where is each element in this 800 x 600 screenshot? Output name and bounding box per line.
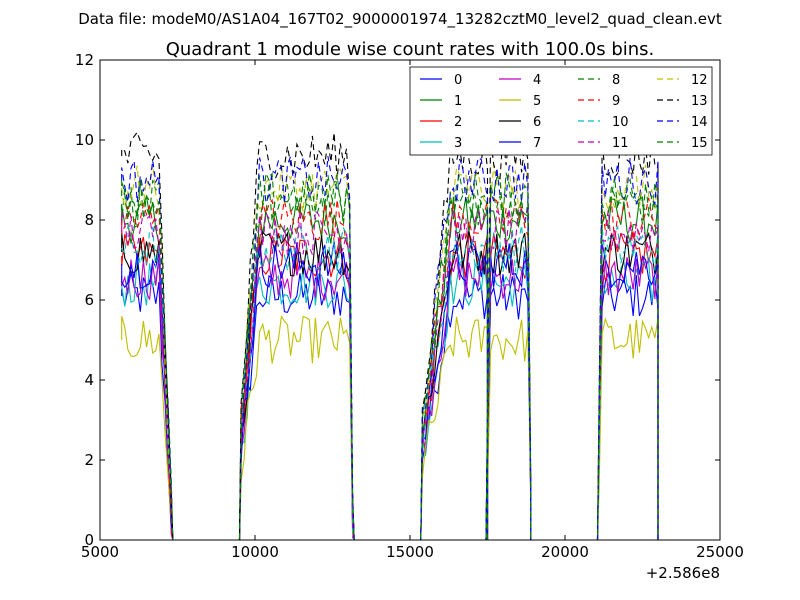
series-line-9 <box>121 196 659 540</box>
x-tick-label: 5000 <box>81 543 119 561</box>
y-tick-label: 8 <box>84 211 94 229</box>
y-tick-label: 4 <box>84 371 94 389</box>
y-tick-label: 6 <box>84 291 94 309</box>
legend-label-12: 12 <box>691 73 708 88</box>
legend-label-5: 5 <box>533 94 541 109</box>
x-offset-label: +2.586e8 <box>646 564 720 582</box>
series-line-13 <box>121 131 659 540</box>
series-line-15 <box>121 171 659 540</box>
series-line-14 <box>121 156 659 540</box>
legend-label-2: 2 <box>454 115 462 130</box>
series-layer <box>121 131 659 540</box>
legend-label-14: 14 <box>691 115 708 130</box>
series-line-7 <box>121 240 659 540</box>
series-line-11 <box>121 207 659 540</box>
legend-label-9: 9 <box>612 94 620 109</box>
y-tick-label: 10 <box>75 131 94 149</box>
legend-label-13: 13 <box>691 94 708 109</box>
y-tick-label: 0 <box>84 531 94 549</box>
x-tick-label: 10000 <box>231 543 279 561</box>
legend-label-11: 11 <box>612 136 629 151</box>
series-line-2 <box>121 230 659 540</box>
legend-label-0: 0 <box>454 73 462 88</box>
series-line-1 <box>121 195 659 540</box>
legend-box <box>409 66 713 156</box>
x-tick-label: 20000 <box>541 543 589 561</box>
series-line-10 <box>121 224 659 540</box>
series-line-0 <box>121 272 659 540</box>
x-tick-label: 15000 <box>386 543 434 561</box>
series-line-5 <box>121 314 659 540</box>
data-file-label: Data file: modeM0/AS1A04_167T02_90000019… <box>78 10 722 29</box>
series-line-6 <box>121 230 659 540</box>
x-tick-label: 25000 <box>696 543 744 561</box>
legend-label-8: 8 <box>612 73 620 88</box>
legend-label-3: 3 <box>454 136 462 151</box>
series-line-12 <box>121 163 659 540</box>
legend-label-10: 10 <box>612 115 629 130</box>
legend-label-15: 15 <box>691 136 708 151</box>
legend-label-6: 6 <box>533 115 541 130</box>
legend-label-1: 1 <box>454 94 462 109</box>
legend-label-7: 7 <box>533 136 541 151</box>
series-line-8 <box>121 179 659 540</box>
chart-title: Quadrant 1 module wise count rates with … <box>166 39 655 60</box>
legend-label-4: 4 <box>533 73 541 88</box>
y-tick-label: 12 <box>75 51 94 69</box>
series-line-3 <box>121 259 659 540</box>
series-line-4 <box>121 253 659 540</box>
y-tick-label: 2 <box>84 451 94 469</box>
